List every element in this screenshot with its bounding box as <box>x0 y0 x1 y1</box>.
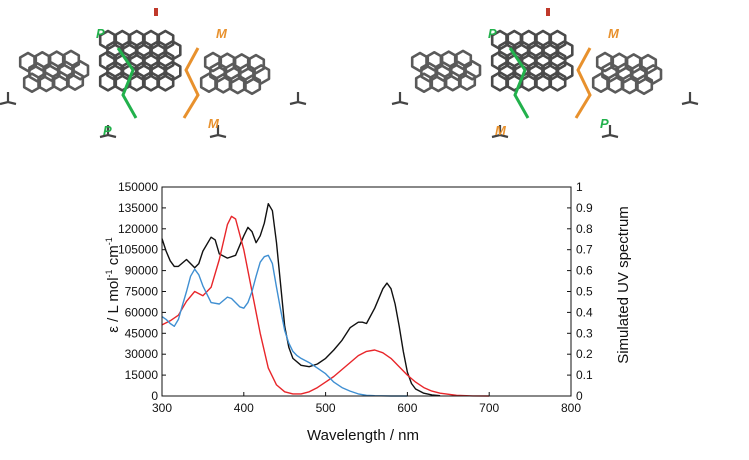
y-left-label-main: ε / L mol <box>105 277 122 332</box>
y-right-tick-label: 0.4 <box>576 305 593 319</box>
y-left-tick-label: 0 <box>151 389 158 403</box>
helicity-label: M <box>208 116 220 131</box>
left-wing <box>18 49 90 93</box>
m-helix-highlight <box>182 47 200 119</box>
y-right-tick-label: 0.3 <box>576 326 593 340</box>
carbonyl-oxygen <box>546 8 550 16</box>
helicity-label: P <box>96 26 105 41</box>
y-left-tick-label: 150000 <box>118 180 158 194</box>
helicity-label: M <box>495 123 507 138</box>
y-left-tick-label: 75000 <box>125 285 159 299</box>
y-right-tick-label: 0.2 <box>576 347 593 361</box>
tbutyl-group <box>391 92 409 106</box>
y-right-tick-label: 0.7 <box>576 243 593 257</box>
x-tick-label: 600 <box>397 401 417 415</box>
molecule-2: P M M P <box>391 8 699 139</box>
core <box>98 29 182 92</box>
tbutyl-group <box>681 92 699 106</box>
molecule-1: P M P M <box>0 8 307 139</box>
series-layer <box>161 203 490 397</box>
helicity-label: P <box>488 26 497 41</box>
y-right-tick-label: 0.9 <box>576 201 593 215</box>
core <box>490 29 574 92</box>
y-axis-left-label: ε / L mol-1 cm-1 <box>104 237 122 333</box>
plot-frame <box>161 186 572 397</box>
y-right-tick-label: 0.8 <box>576 222 593 236</box>
y-left-tick-label: 45000 <box>125 326 159 340</box>
tbutyl-group <box>0 92 17 106</box>
x-tick-label: 300 <box>152 401 172 415</box>
red-spectrum-line <box>161 215 490 397</box>
right-wing <box>199 51 271 96</box>
black-spectrum-line <box>161 203 441 397</box>
y-left-label-sup2: -1 <box>104 237 114 245</box>
y-right-tick-label: 0.5 <box>576 285 593 299</box>
molecule-structures: P M P M P M M P <box>0 8 699 139</box>
y-left-tick-label: 60000 <box>125 305 159 319</box>
y-axis-right-label: Simulated UV spectrum <box>615 206 632 364</box>
y-right-tick-label: 0.1 <box>576 368 593 382</box>
x-tick-label: 700 <box>479 401 499 415</box>
axes-layer <box>161 186 572 397</box>
tbutyl-group <box>209 125 227 139</box>
uv-vis-chart: 300 400 500 600 700 8000150003000045000600007… <box>104 180 632 444</box>
tbutyl-group <box>491 125 509 139</box>
tbutyl-group <box>289 92 307 106</box>
tbutyl-group <box>99 125 117 139</box>
helicity-label: P <box>103 123 112 138</box>
blue-spectrum-line <box>161 254 408 397</box>
tbutyl-group <box>601 125 619 139</box>
x-tick-label: 400 <box>234 401 254 415</box>
y-left-label-sup1: -1 <box>104 269 114 277</box>
y-left-tick-label: 30000 <box>125 347 159 361</box>
x-axis-label: Wavelength / nm <box>307 427 419 444</box>
x-tick-label: 500 <box>316 401 336 415</box>
y-left-tick-label: 15000 <box>125 368 159 382</box>
p-helix-highlight <box>508 47 530 119</box>
ticks-layer: 300 400 500 600 700 8000150003000045000600007… <box>118 180 593 415</box>
y-left-tick-label: 105000 <box>118 243 158 257</box>
m-helix-highlight <box>574 47 592 119</box>
helicity-label: M <box>608 26 620 41</box>
y-left-label-mid: cm <box>105 245 122 269</box>
x-tick-label: 800 <box>561 401 581 415</box>
helicity-label: M <box>216 26 228 41</box>
carbonyl-oxygen <box>154 8 158 16</box>
helicity-label: P <box>600 116 609 131</box>
p-helix-highlight <box>116 47 138 119</box>
y-left-tick-label: 90000 <box>125 264 159 278</box>
y-left-tick-label: 120000 <box>118 222 158 236</box>
y-right-tick-label: 0.6 <box>576 264 593 278</box>
left-wing <box>410 49 482 93</box>
y-right-tick-label: 0 <box>576 389 583 403</box>
right-wing <box>591 51 663 96</box>
y-right-tick-label: 1 <box>576 180 583 194</box>
y-left-tick-label: 135000 <box>118 201 158 215</box>
